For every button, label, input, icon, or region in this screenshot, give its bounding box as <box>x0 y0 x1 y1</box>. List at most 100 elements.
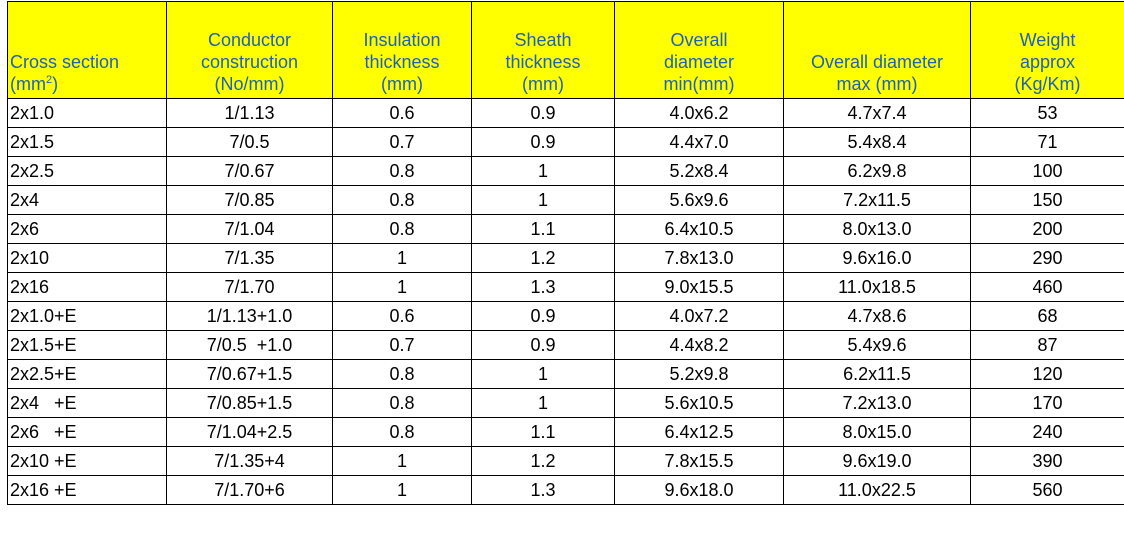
table-row: 2x16 +E 7/1.70+6 1 1.3 9.6x18.0 11.0x22.5 560 <box>7 475 1124 505</box>
table-row: 2x4 7/0.85 0.8 1 5.6x9.6 7.2x11.5 150 <box>7 185 1124 215</box>
cell-overall-diameter-min: 7.8x15.5 <box>614 446 784 476</box>
cell-conductor-construction: 7/1.70 <box>166 272 333 302</box>
header-insulation-thickness: Insulation thickness (mm) <box>332 1 472 99</box>
cell-sheath-thickness: 1.2 <box>471 446 615 476</box>
cell-cross-section: 2x6 <box>7 214 167 244</box>
cell-insulation-thickness: 0.8 <box>332 156 472 186</box>
cell-insulation-thickness: 0.8 <box>332 359 472 389</box>
cell-insulation-thickness: 0.8 <box>332 417 472 447</box>
cell-overall-diameter-max: 11.0x18.5 <box>783 272 971 302</box>
cell-insulation-thickness: 0.7 <box>332 330 472 360</box>
cell-sheath-thickness: 1.3 <box>471 475 615 505</box>
cell-cross-section: 2x4 <box>7 185 167 215</box>
cell-overall-diameter-max: 5.4x8.4 <box>783 127 971 157</box>
cell-conductor-construction: 7/1.35+4 <box>166 446 333 476</box>
header-row: Cross section (mm2) Conductor constructi… <box>7 1 1124 99</box>
cell-sheath-thickness: 0.9 <box>471 330 615 360</box>
table-row: 2x4 +E 7/0.85+1.5 0.8 1 5.6x10.5 7.2x13.0 170 <box>7 388 1124 418</box>
cell-sheath-thickness: 1 <box>471 185 615 215</box>
cell-weight-approx: 100 <box>970 156 1124 186</box>
cell-overall-diameter-min: 5.2x8.4 <box>614 156 784 186</box>
cell-overall-diameter-max: 7.2x11.5 <box>783 185 971 215</box>
cell-insulation-thickness: 1 <box>332 475 472 505</box>
cell-overall-diameter-min: 5.6x9.6 <box>614 185 784 215</box>
cell-sheath-thickness: 1 <box>471 156 615 186</box>
cell-overall-diameter-min: 9.6x18.0 <box>614 475 784 505</box>
cell-overall-diameter-max: 6.2x11.5 <box>783 359 971 389</box>
cell-weight-approx: 87 <box>970 330 1124 360</box>
cell-conductor-construction: 1/1.13+1.0 <box>166 301 333 331</box>
cell-conductor-construction: 7/1.04+2.5 <box>166 417 333 447</box>
table-row: 2x16 7/1.70 1 1.3 9.0x15.5 11.0x18.5 460 <box>7 272 1124 302</box>
cell-sheath-thickness: 0.9 <box>471 127 615 157</box>
cell-overall-diameter-min: 4.0x7.2 <box>614 301 784 331</box>
cell-overall-diameter-min: 4.4x7.0 <box>614 127 784 157</box>
cell-overall-diameter-min: 7.8x13.0 <box>614 243 784 273</box>
cell-overall-diameter-min: 5.6x10.5 <box>614 388 784 418</box>
cell-overall-diameter-min: 9.0x15.5 <box>614 272 784 302</box>
cell-insulation-thickness: 0.6 <box>332 98 472 128</box>
cell-sheath-thickness: 1 <box>471 359 615 389</box>
cell-cross-section: 2x4 +E <box>7 388 167 418</box>
cell-sheath-thickness: 1.3 <box>471 272 615 302</box>
cell-overall-diameter-max: 6.2x9.8 <box>783 156 971 186</box>
table-body: 2x1.0 1/1.13 0.6 0.9 4.0x6.2 4.7x7.4 53 2x1.5 7/… <box>7 98 1124 505</box>
cell-overall-diameter-max: 8.0x15.0 <box>783 417 971 447</box>
cable-spec-table: Cross section (mm2) Conductor constructi… <box>7 1 1124 505</box>
cell-cross-section: 2x10 <box>7 243 167 273</box>
cell-weight-approx: 53 <box>970 98 1124 128</box>
cell-overall-diameter-max: 8.0x13.0 <box>783 214 971 244</box>
cell-cross-section: 2x16 <box>7 272 167 302</box>
cell-cross-section: 2x10 +E <box>7 446 167 476</box>
table-row: 2x1.5+E 7/0.5 +1.0 0.7 0.9 4.4x8.2 5.4x9.6 87 <box>7 330 1124 360</box>
table-row: 2x6 +E 7/1.04+2.5 0.8 1.1 6.4x12.5 8.0x15.0 24… <box>7 417 1124 447</box>
cell-overall-diameter-min: 6.4x10.5 <box>614 214 784 244</box>
cell-cross-section: 2x1.5+E <box>7 330 167 360</box>
cell-cross-section: 2x6 +E <box>7 417 167 447</box>
cell-overall-diameter-min: 4.4x8.2 <box>614 330 784 360</box>
cell-insulation-thickness: 0.6 <box>332 301 472 331</box>
cell-overall-diameter-max: 4.7x8.6 <box>783 301 971 331</box>
cell-weight-approx: 68 <box>970 301 1124 331</box>
cell-conductor-construction: 7/0.5 +1.0 <box>166 330 333 360</box>
cell-sheath-thickness: 1.1 <box>471 417 615 447</box>
header-overall-diameter-min: Overall diameter min(mm) <box>614 1 784 99</box>
cell-weight-approx: 240 <box>970 417 1124 447</box>
cell-conductor-construction: 7/0.67+1.5 <box>166 359 333 389</box>
header-cross-section: Cross section (mm2) <box>7 1 167 99</box>
cell-cross-section: 2x1.0 <box>7 98 167 128</box>
cell-conductor-construction: 1/1.13 <box>166 98 333 128</box>
header-sheath-thickness: Sheath thickness (mm) <box>471 1 615 99</box>
table-row: 2x1.0+E 1/1.13+1.0 0.6 0.9 4.0x7.2 4.7x8.6 68 <box>7 301 1124 331</box>
cell-conductor-construction: 7/0.85 <box>166 185 333 215</box>
cell-weight-approx: 71 <box>970 127 1124 157</box>
cell-cross-section: 2x2.5+E <box>7 359 167 389</box>
cell-overall-diameter-max: 9.6x19.0 <box>783 446 971 476</box>
cell-overall-diameter-max: 4.7x7.4 <box>783 98 971 128</box>
cell-sheath-thickness: 1.1 <box>471 214 615 244</box>
cell-insulation-thickness: 1 <box>332 446 472 476</box>
cell-conductor-construction: 7/1.35 <box>166 243 333 273</box>
cell-sheath-thickness: 1.2 <box>471 243 615 273</box>
cell-overall-diameter-max: 9.6x16.0 <box>783 243 971 273</box>
table-row: 2x10 7/1.35 1 1.2 7.8x13.0 9.6x16.0 290 <box>7 243 1124 273</box>
cell-weight-approx: 120 <box>970 359 1124 389</box>
cell-insulation-thickness: 0.7 <box>332 127 472 157</box>
cell-weight-approx: 200 <box>970 214 1124 244</box>
cell-insulation-thickness: 0.8 <box>332 388 472 418</box>
cell-weight-approx: 560 <box>970 475 1124 505</box>
cell-overall-diameter-max: 7.2x13.0 <box>783 388 971 418</box>
table-row: 2x2.5 7/0.67 0.8 1 5.2x8.4 6.2x9.8 100 <box>7 156 1124 186</box>
cell-overall-diameter-max: 11.0x22.5 <box>783 475 971 505</box>
cell-overall-diameter-min: 6.4x12.5 <box>614 417 784 447</box>
cell-cross-section: 2x16 +E <box>7 475 167 505</box>
header-overall-diameter-max: Overall diameter max (mm) <box>783 1 971 99</box>
header-conductor-construction: Conductor construction (No/mm) <box>166 1 333 99</box>
cell-overall-diameter-max: 5.4x9.6 <box>783 330 971 360</box>
cell-conductor-construction: 7/0.67 <box>166 156 333 186</box>
cell-cross-section: 2x1.0+E <box>7 301 167 331</box>
cell-insulation-thickness: 1 <box>332 272 472 302</box>
header-weight-approx: Weight approx (Kg/Km) <box>970 1 1124 99</box>
cell-weight-approx: 290 <box>970 243 1124 273</box>
cell-sheath-thickness: 0.9 <box>471 98 615 128</box>
